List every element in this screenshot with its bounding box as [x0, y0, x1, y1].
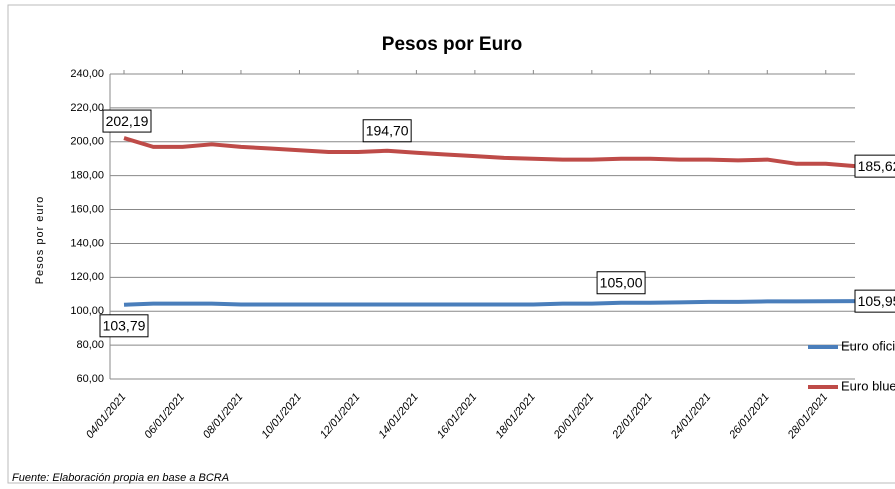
- y-tick-label: 220,00: [70, 102, 104, 114]
- y-tick-label: 180,00: [70, 170, 104, 182]
- data-label: 105,95: [854, 289, 895, 313]
- data-label-text: 105,95: [858, 293, 895, 309]
- series-line: [123, 136, 856, 169]
- footnote: Fuente: Elaboración propia en base a BCR…: [12, 472, 229, 484]
- data-label: 103,79: [99, 314, 149, 338]
- data-label: 202,19: [102, 109, 152, 133]
- data-label-text: 194,70: [366, 122, 409, 138]
- legend-label: Euro oficial: [841, 338, 895, 353]
- y-tick-label: 160,00: [70, 203, 104, 215]
- y-tick-label: 60,00: [76, 373, 104, 385]
- data-label-box: [854, 289, 895, 313]
- data-label: 105,00: [596, 271, 646, 295]
- y-axis-label: Pesos por euro: [34, 196, 46, 285]
- y-tick-label: 80,00: [76, 339, 104, 351]
- data-label: 185,62: [854, 154, 895, 178]
- series-line: [123, 299, 856, 307]
- data-label-box: [854, 154, 895, 178]
- y-tick-label: 140,00: [70, 237, 104, 249]
- y-tick-label: 200,00: [70, 136, 104, 148]
- data-label-text: 105,00: [600, 274, 643, 290]
- y-tick-label: 240,00: [70, 68, 104, 80]
- data-label-box: [102, 109, 152, 133]
- data-label-box: [99, 314, 149, 338]
- data-label: 194,70: [362, 119, 412, 143]
- data-label-box: [596, 271, 646, 295]
- y-tick-label: 100,00: [70, 305, 104, 317]
- legend-label: Euro blue: [841, 378, 895, 393]
- chart-frame: [7, 4, 895, 484]
- data-label-text: 185,62: [858, 158, 895, 174]
- data-label-text: 202,19: [106, 113, 149, 129]
- chart-title: Pesos por Euro: [382, 34, 522, 55]
- data-label-box: [362, 119, 412, 143]
- data-label-text: 103,79: [103, 318, 146, 334]
- y-tick-label: 120,00: [70, 271, 104, 283]
